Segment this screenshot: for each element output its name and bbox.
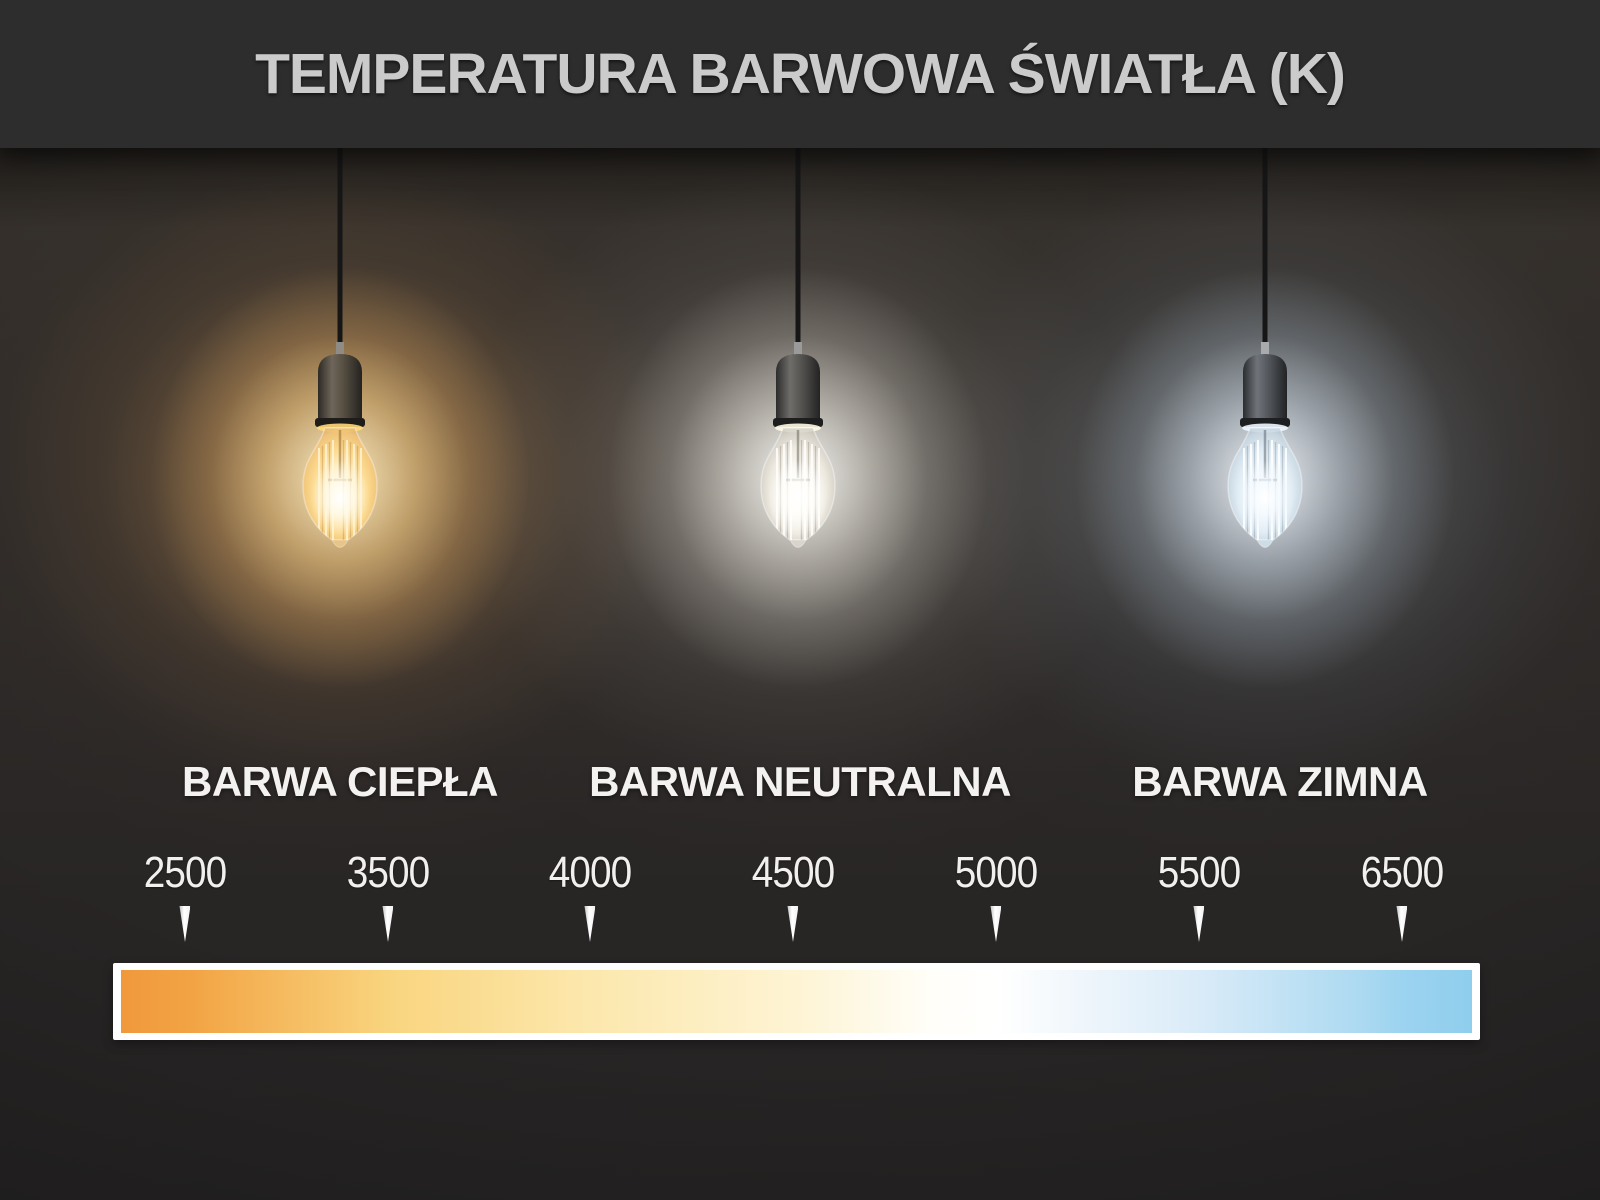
lamp-socket xyxy=(318,354,362,420)
tick-label: 5000 xyxy=(954,848,1039,897)
cord xyxy=(337,148,343,348)
tick-label: 2500 xyxy=(143,848,228,897)
scene-background: BARWA CIEPŁA BARWA NEUTRALNA BARWA ZIMNA… xyxy=(0,78,1600,1200)
tick-label: 4000 xyxy=(548,848,633,897)
bulb-bright-core xyxy=(310,460,370,536)
tick-arrow-icon xyxy=(179,906,191,942)
lamp-socket xyxy=(1243,354,1287,420)
label-neutral: BARWA NEUTRALNA xyxy=(589,758,1011,805)
label-warm: BARWA CIEPŁA xyxy=(181,758,499,805)
cord-connector xyxy=(336,342,344,356)
tick-arrow-icon xyxy=(787,906,799,942)
cold-bulb-pendant xyxy=(1180,148,1350,558)
tick-arrow-icon xyxy=(382,906,394,942)
lamp-socket xyxy=(776,354,820,420)
cord xyxy=(795,148,801,348)
header-bar: TEMPERATURA BARWOWA ŚWIATŁA (K) xyxy=(0,0,1600,148)
tick-label: 3500 xyxy=(346,848,431,897)
tick-4500: 4500 xyxy=(746,848,840,942)
cold-bulb-icon xyxy=(1227,148,1303,548)
tick-5000: 5000 xyxy=(949,848,1043,942)
tick-label: 5500 xyxy=(1157,848,1242,897)
tick-arrow-icon xyxy=(1396,906,1408,942)
bulb-bright-core xyxy=(1235,460,1295,536)
warm-bulb-icon xyxy=(302,148,378,548)
cord-connector xyxy=(794,342,802,356)
temperature-gradient-fill xyxy=(121,970,1472,1033)
tick-4000: 4000 xyxy=(543,848,637,942)
page-title: TEMPERATURA BARWOWA ŚWIATŁA (K) xyxy=(255,42,1346,106)
bulb-tip xyxy=(1256,539,1274,548)
label-cold: BARWA ZIMNA xyxy=(1132,758,1428,805)
tick-arrow-icon xyxy=(990,906,1002,942)
tick-3500: 3500 xyxy=(341,848,435,942)
neutral-bulb-icon xyxy=(760,148,836,548)
cord-connector xyxy=(1261,342,1269,356)
tick-label: 4500 xyxy=(751,848,836,897)
tick-2500: 2500 xyxy=(138,848,232,942)
neutral-bulb-pendant xyxy=(713,148,883,558)
bulb-bright-core xyxy=(768,460,828,536)
tick-arrow-icon xyxy=(1193,906,1205,942)
bulb-tip xyxy=(789,539,807,548)
tick-label: 6500 xyxy=(1360,848,1445,897)
temperature-gradient-bar xyxy=(113,963,1480,1040)
tick-6500: 6500 xyxy=(1355,848,1449,942)
warm-bulb-pendant xyxy=(255,148,425,558)
cord xyxy=(1262,148,1268,348)
tick-5500: 5500 xyxy=(1152,848,1246,942)
bulb-tip xyxy=(331,539,349,548)
tick-arrow-icon xyxy=(584,906,596,942)
